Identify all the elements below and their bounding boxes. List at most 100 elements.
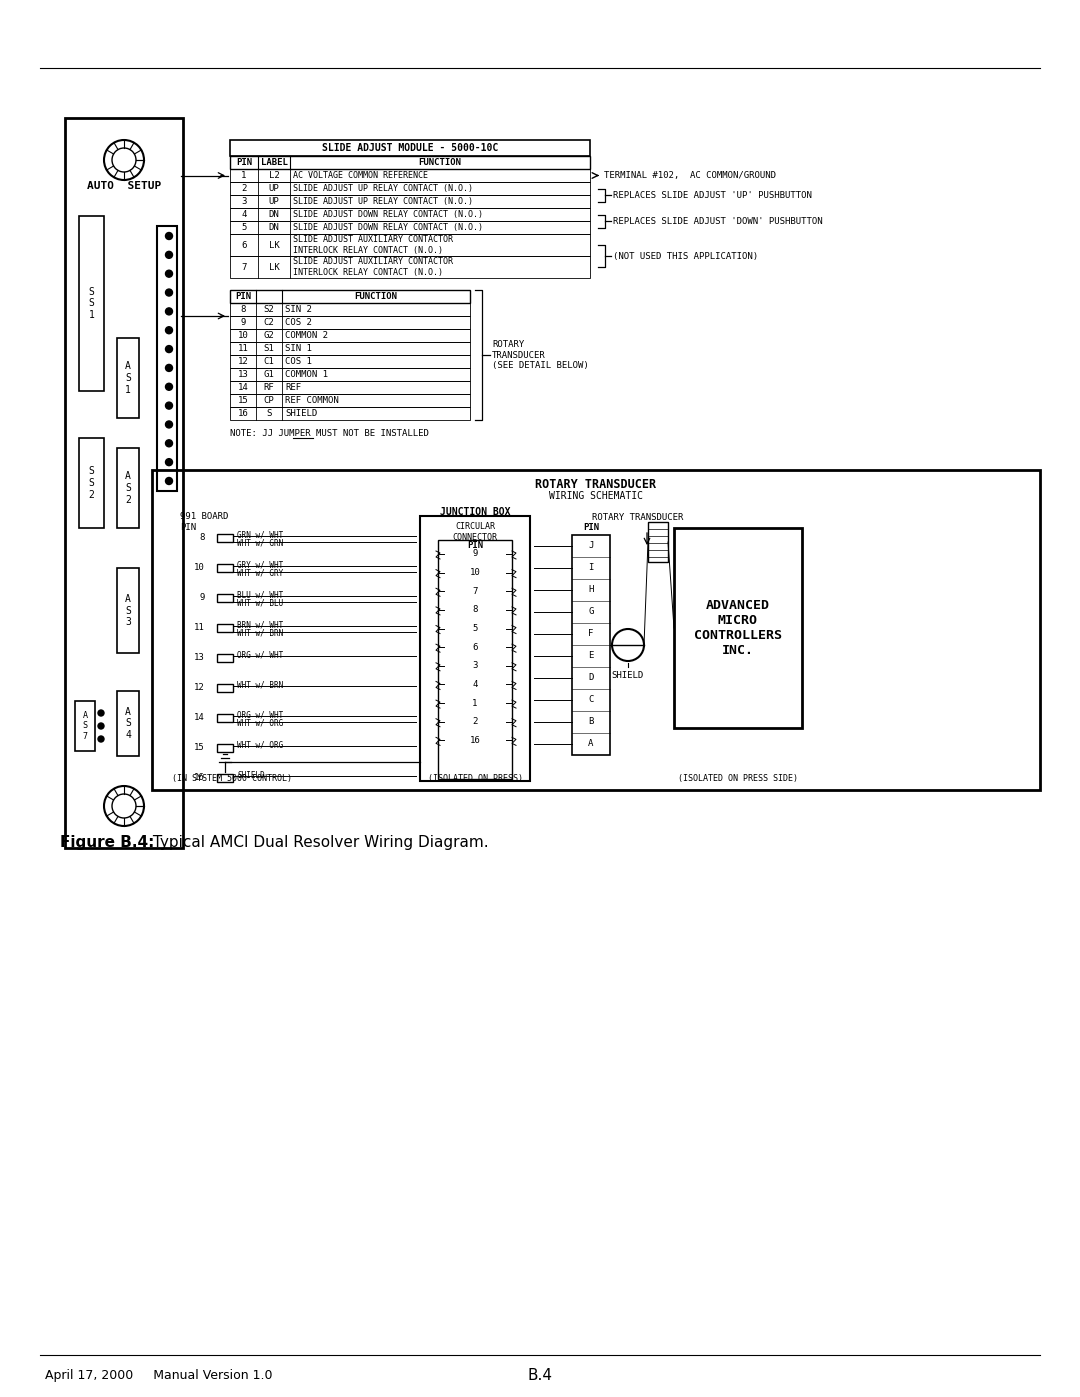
Text: GRN w/ WHT: GRN w/ WHT bbox=[237, 531, 283, 539]
Text: REF: REF bbox=[285, 383, 301, 393]
Text: 3: 3 bbox=[472, 661, 477, 671]
Text: WHT w/ BLU: WHT w/ BLU bbox=[237, 598, 283, 608]
Text: 10: 10 bbox=[470, 569, 481, 577]
Text: 8: 8 bbox=[200, 534, 205, 542]
Text: I: I bbox=[589, 563, 594, 573]
Bar bbox=[438, 541, 512, 780]
Circle shape bbox=[165, 289, 173, 296]
Text: TERMINAL #102,  AC COMMON/GROUND: TERMINAL #102, AC COMMON/GROUND bbox=[604, 170, 777, 180]
Text: 1: 1 bbox=[241, 170, 246, 180]
Bar bbox=[117, 338, 139, 418]
Bar bbox=[65, 117, 183, 848]
Bar bbox=[79, 217, 104, 391]
Text: 14: 14 bbox=[194, 714, 205, 722]
Text: CP: CP bbox=[264, 395, 274, 405]
Text: 9: 9 bbox=[472, 549, 477, 559]
Text: (NOT USED THIS APPLICATION): (NOT USED THIS APPLICATION) bbox=[613, 251, 758, 260]
Text: C1: C1 bbox=[264, 358, 274, 366]
Circle shape bbox=[165, 478, 173, 485]
Text: SLIDE ADJUST DOWN RELAY CONTACT (N.O.): SLIDE ADJUST DOWN RELAY CONTACT (N.O.) bbox=[293, 224, 483, 232]
Bar bbox=[648, 522, 669, 562]
Text: 14: 14 bbox=[238, 383, 248, 393]
Text: NOTE: JJ JUMPER MUST NOT BE INSTALLED: NOTE: JJ JUMPER MUST NOT BE INSTALLED bbox=[230, 429, 429, 439]
Text: A
S
1: A S 1 bbox=[125, 362, 131, 394]
Bar bbox=[230, 291, 470, 303]
Bar bbox=[230, 221, 590, 235]
Text: 16: 16 bbox=[238, 409, 248, 418]
Text: 6: 6 bbox=[472, 643, 477, 651]
Text: PIN: PIN bbox=[235, 158, 252, 168]
Text: 16: 16 bbox=[194, 774, 205, 782]
Bar bbox=[230, 303, 470, 316]
Text: E: E bbox=[589, 651, 594, 661]
Text: SLIDE ADJUST UP RELAY CONTACT (N.O.): SLIDE ADJUST UP RELAY CONTACT (N.O.) bbox=[293, 197, 473, 205]
Bar bbox=[75, 701, 95, 752]
Bar bbox=[230, 156, 590, 169]
Text: 9: 9 bbox=[241, 319, 245, 327]
Text: AC VOLTAGE COMMON REFERENCE: AC VOLTAGE COMMON REFERENCE bbox=[293, 170, 428, 180]
Text: 1: 1 bbox=[472, 698, 477, 708]
Bar bbox=[79, 439, 104, 528]
Text: COS 1: COS 1 bbox=[285, 358, 312, 366]
Text: PIN: PIN bbox=[583, 522, 599, 531]
Bar bbox=[230, 182, 590, 196]
Bar bbox=[230, 256, 590, 278]
Text: 7: 7 bbox=[472, 587, 477, 595]
Text: H: H bbox=[589, 585, 594, 595]
Bar bbox=[217, 594, 233, 602]
Bar bbox=[230, 316, 470, 330]
Text: 16: 16 bbox=[470, 736, 481, 745]
Bar bbox=[674, 528, 802, 728]
Text: 10: 10 bbox=[238, 331, 248, 339]
Text: PIN: PIN bbox=[235, 292, 251, 300]
Bar bbox=[230, 381, 470, 394]
Circle shape bbox=[98, 736, 104, 742]
Circle shape bbox=[165, 345, 173, 352]
Text: WHT w/ BRN: WHT w/ BRN bbox=[237, 629, 283, 637]
Text: WHT w/ GRY: WHT w/ GRY bbox=[237, 569, 283, 577]
Bar bbox=[217, 714, 233, 722]
Text: G1: G1 bbox=[264, 370, 274, 379]
Bar bbox=[217, 564, 233, 571]
Text: CIRCULAR
CONNECTOR: CIRCULAR CONNECTOR bbox=[453, 522, 498, 542]
Text: 11: 11 bbox=[238, 344, 248, 353]
Bar bbox=[152, 469, 1040, 789]
Text: 11: 11 bbox=[194, 623, 205, 633]
Text: DN: DN bbox=[269, 210, 280, 219]
Circle shape bbox=[98, 724, 104, 729]
Text: JUNCTION BOX: JUNCTION BOX bbox=[440, 507, 510, 517]
Text: 8: 8 bbox=[241, 305, 245, 314]
Text: FUNCTION: FUNCTION bbox=[419, 158, 461, 168]
Text: 12: 12 bbox=[194, 683, 205, 693]
Bar bbox=[572, 535, 610, 754]
Circle shape bbox=[165, 365, 173, 372]
Text: SHIELD: SHIELD bbox=[237, 771, 265, 780]
Text: 10: 10 bbox=[194, 563, 205, 573]
Bar bbox=[230, 355, 470, 367]
Text: 13: 13 bbox=[238, 370, 248, 379]
Text: FUNCTION: FUNCTION bbox=[354, 292, 397, 300]
Text: S1: S1 bbox=[264, 344, 274, 353]
Text: ROTARY TRANSDUCER: ROTARY TRANSDUCER bbox=[592, 514, 684, 522]
Text: WHT w/ BRN: WHT w/ BRN bbox=[237, 680, 283, 690]
Text: UP: UP bbox=[269, 197, 280, 205]
Text: S: S bbox=[267, 409, 272, 418]
Bar bbox=[230, 235, 590, 256]
Bar bbox=[217, 654, 233, 662]
Text: ORG w/ WHT: ORG w/ WHT bbox=[237, 651, 283, 659]
Text: 15: 15 bbox=[238, 395, 248, 405]
Circle shape bbox=[98, 710, 104, 717]
Text: L2: L2 bbox=[269, 170, 280, 180]
Text: G: G bbox=[589, 608, 594, 616]
Bar bbox=[230, 169, 590, 182]
Text: 7: 7 bbox=[241, 263, 246, 271]
Text: LK: LK bbox=[269, 240, 280, 250]
Text: WHT w/ GRN: WHT w/ GRN bbox=[237, 538, 283, 548]
Bar bbox=[230, 342, 470, 355]
Text: 991 BOARD
PIN: 991 BOARD PIN bbox=[180, 513, 228, 532]
Bar bbox=[117, 448, 139, 528]
Text: REPLACES SLIDE ADJUST 'UP' PUSHBUTTON: REPLACES SLIDE ADJUST 'UP' PUSHBUTTON bbox=[613, 190, 812, 200]
Bar bbox=[230, 407, 470, 420]
Text: 13: 13 bbox=[194, 654, 205, 662]
Text: SLIDE ADJUST MODULE - 5000-10C: SLIDE ADJUST MODULE - 5000-10C bbox=[322, 142, 498, 154]
